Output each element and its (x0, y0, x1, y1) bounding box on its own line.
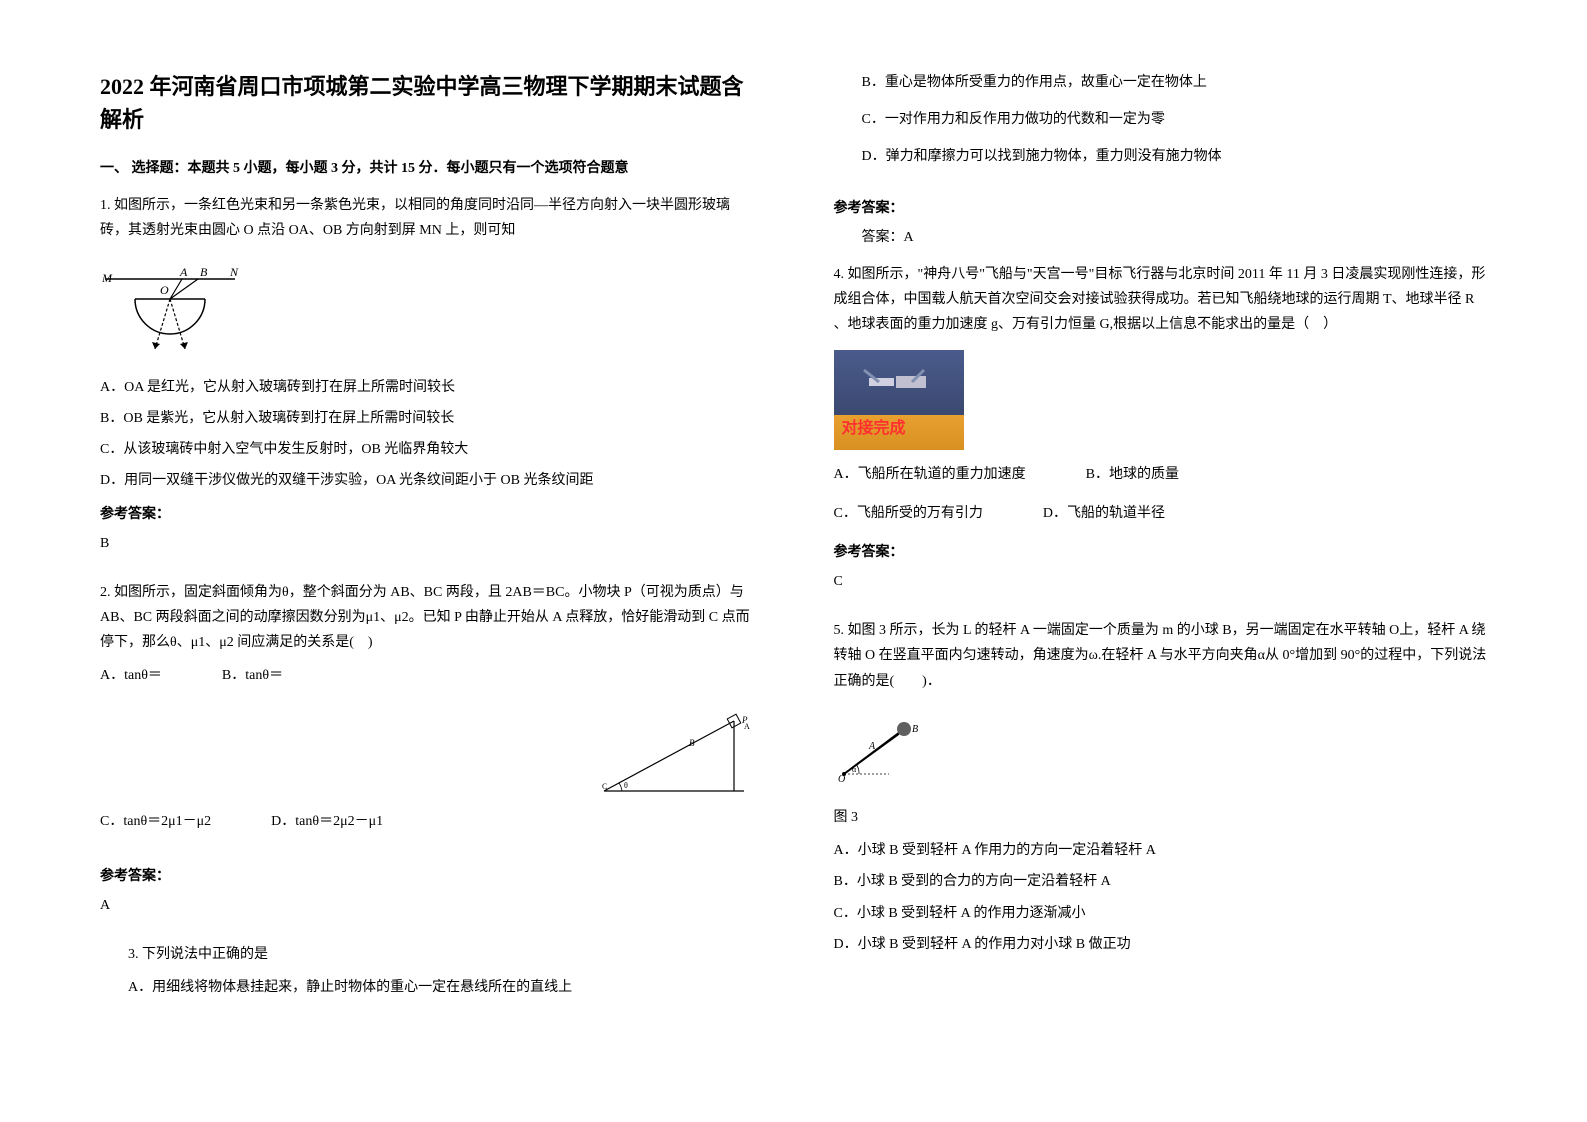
q5-option-b: B．小球 B 受到的合力的方向一定沿着轻杆 A (834, 869, 1488, 894)
question-2: 2. 如图所示，固定斜面倾角为θ，整个斜面分为 AB、BC 两段，且 2AB＝B… (100, 580, 754, 930)
q1-text: 1. 如图所示，一条红色光束和另一条紫色光束，以相同的角度同时沿同—半径方向射入… (100, 193, 754, 243)
svg-text:C: C (602, 782, 607, 791)
q2-answer-label: 参考答案： (100, 864, 754, 889)
q1-option-d: D．用同一双缝干涉仪做光的双缝干涉实验，OA 光条纹间距小于 OB 光条纹间距 (100, 468, 754, 493)
q2-option-d: D．tanθ＝2μ2－μ1 (271, 809, 383, 834)
q3-option-d: D．弹力和摩擦力可以找到施力物体，重力则没有施力物体 (862, 144, 1488, 169)
svg-text:O: O (160, 283, 169, 297)
q5-option-c: C．小球 B 受到轻杆 A 的作用力逐渐减小 (834, 901, 1488, 926)
svg-text:A: A (744, 722, 750, 731)
q2-row-cd: C．tanθ＝2μ1－μ2 D．tanθ＝2μ2－μ1 (100, 809, 754, 840)
q1-option-b: B．OB 是紫光，它从射入玻璃砖到打在屏上所需时间较长 (100, 406, 754, 431)
q4-option-d: D．飞船的轨道半径 (1043, 501, 1165, 526)
svg-text:O: O (838, 774, 845, 784)
q5-option-d: D．小球 B 受到轻杆 A 的作用力对小球 B 做正功 (834, 932, 1488, 957)
q4-option-b: B．地球的质量 (1086, 462, 1179, 487)
q5-fig-label: 图 3 (834, 805, 1488, 830)
question-1: 1. 如图所示，一条红色光束和另一条紫色光束，以相同的角度同时沿同—半径方向射入… (100, 193, 754, 568)
svg-text:N: N (229, 265, 239, 279)
q1-answer-label: 参考答案： (100, 502, 754, 527)
q5-text: 5. 如图 3 所示，长为 L 的轻杆 A 一端固定一个质量为 m 的小球 B，… (834, 618, 1488, 694)
space-docking-figure (834, 350, 964, 450)
svg-text:B: B (912, 724, 918, 735)
q3-option-c: C．一对作用力和反作用力做功的代数和一定为零 (862, 107, 1488, 132)
question-5: 5. 如图 3 所示，长为 L 的轻杆 A 一端固定一个质量为 m 的小球 B，… (834, 618, 1488, 963)
glass-prism-figure: M A B N O (100, 264, 240, 354)
svg-text:M: M (101, 271, 113, 285)
right-column: B．重心是物体所受重力的作用点，故重心一定在物体上 C．一对作用力和反作用力做功… (834, 70, 1488, 1052)
left-column: 2022 年河南省周口市项城第二实验中学高三物理下学期期末试题含解析 一、 选择… (100, 70, 754, 1052)
question-4: 4. 如图所示，"神舟八号"飞船与"天宫一号"目标飞行器与北京时间 2011 年… (834, 262, 1488, 606)
q4-text: 4. 如图所示，"神舟八号"飞船与"天宫一号"目标飞行器与北京时间 2011 年… (834, 262, 1488, 338)
q4-row-ab: A．飞船所在轨道的重力加速度 B．地球的质量 (834, 462, 1488, 493)
q3-answer-label: 参考答案： (834, 196, 1488, 221)
document-title: 2022 年河南省周口市项城第二实验中学高三物理下学期期末试题含解析 (100, 70, 754, 136)
q1-option-a: A．OA 是红光，它从射入玻璃砖到打在屏上所需时间较长 (100, 375, 754, 400)
svg-text:θ: θ (624, 781, 628, 790)
q4-option-a: A．飞船所在轨道的重力加速度 (834, 462, 1026, 487)
question-3-cont: B．重心是物体所受重力的作用点，故重心一定在物体上 C．一对作用力和反作用力做功… (862, 70, 1488, 176)
q2-option-b: B．tanθ＝ (222, 663, 283, 688)
q4-answer: C (834, 569, 1488, 594)
q3-option-a: A．用细线将物体悬挂起来，静止时物体的重心一定在悬线所在的直线上 (128, 975, 754, 1000)
q2-row-ab: A．tanθ＝ B．tanθ＝ (100, 663, 754, 694)
q4-answer-label: 参考答案： (834, 540, 1488, 565)
q4-row-cd: C．飞船所受的万有引力 D．飞船的轨道半径 (834, 501, 1488, 532)
svg-text:A: A (179, 265, 188, 279)
q2-text: 2. 如图所示，固定斜面倾角为θ，整个斜面分为 AB、BC 两段，且 2AB＝B… (100, 580, 754, 656)
section-header: 一、 选择题：本题共 5 小题，每小题 3 分，共计 15 分．每小题只有一个选… (100, 156, 754, 181)
rotating-rod-figure: O α A B (834, 714, 934, 784)
question-3: 3. 下列说法中正确的是 A．用细线将物体悬挂起来，静止时物体的重心一定在悬线所… (128, 942, 754, 1006)
q4-option-c: C．飞船所受的万有引力 (834, 501, 983, 526)
q3-answer: 答案：A (862, 225, 1488, 250)
svg-text:B: B (200, 265, 208, 279)
q3-option-b: B．重心是物体所受重力的作用点，故重心一定在物体上 (862, 70, 1488, 95)
q2-option-a: A．tanθ＝ (100, 663, 162, 688)
svg-text:B: B (689, 738, 695, 748)
q5-option-a: A．小球 B 受到轻杆 A 作用力的方向一定沿着轻杆 A (834, 838, 1488, 863)
q3-text: 3. 下列说法中正确的是 (128, 942, 754, 967)
svg-text:A: A (868, 741, 876, 752)
q1-option-c: C．从该玻璃砖中射入空气中发生反射时，OB 光临界角较大 (100, 437, 754, 462)
q2-answer: A (100, 893, 754, 918)
q2-option-c: C．tanθ＝2μ1－μ2 (100, 809, 211, 834)
q1-answer: B (100, 531, 754, 556)
incline-figure: P A B C θ (594, 711, 754, 801)
svg-text:α: α (852, 765, 857, 774)
